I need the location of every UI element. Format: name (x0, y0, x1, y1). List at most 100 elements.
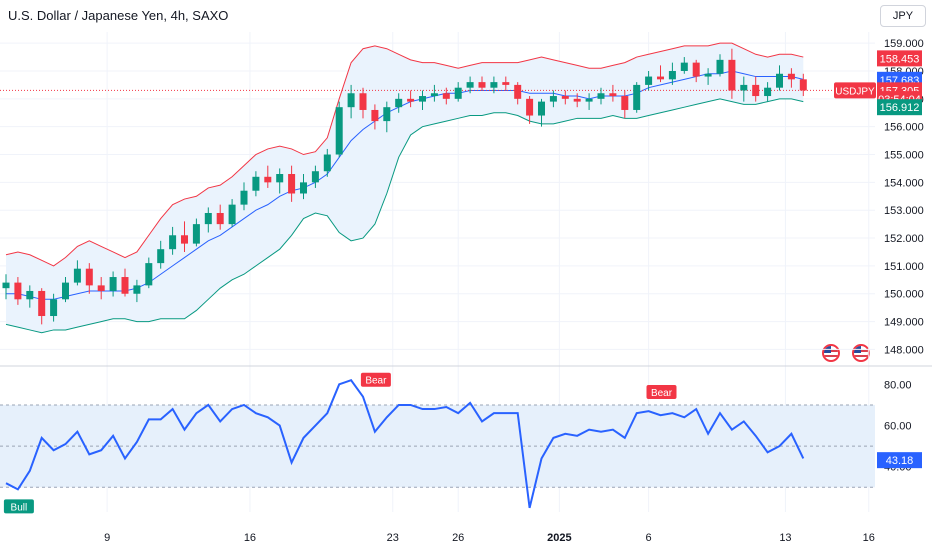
rsi-line (5, 379, 805, 509)
candle-body (38, 290, 46, 317)
candle-body (240, 190, 248, 205)
candle-body (26, 290, 34, 300)
candle-body (181, 235, 188, 244)
candle-body (787, 73, 795, 80)
candle-body (549, 96, 557, 102)
time-tick-label: 9 (104, 532, 110, 544)
price-tick-label: 151.000 (884, 261, 924, 273)
price-tag-box (877, 50, 922, 67)
candle-body (657, 76, 664, 80)
candle-body (157, 249, 165, 264)
candle-body (228, 204, 236, 225)
candle-body (466, 82, 474, 88)
currency-button[interactable]: JPY (880, 5, 926, 27)
price-tick-label: 156.000 (884, 122, 924, 134)
candle-body (728, 59, 736, 91)
price-tag-label: 158.453 (880, 53, 920, 65)
candle-body (526, 98, 534, 116)
candle-body (264, 176, 272, 183)
time-tick-label: 13 (779, 532, 791, 544)
candle-body (121, 277, 129, 294)
candle-body (85, 268, 93, 286)
time-tick-label: 2025 (547, 532, 571, 544)
time-tick-label: 16 (863, 532, 875, 544)
candle-body (347, 93, 355, 108)
candle-body (680, 62, 688, 71)
candle-body (561, 96, 569, 99)
candle-body (538, 101, 545, 116)
candle-body (514, 84, 522, 99)
candle-body (192, 224, 200, 244)
signal-label: Bull (11, 502, 28, 513)
rsi-tick-label: 60.00 (884, 421, 912, 433)
time-tick-label: 23 (387, 532, 399, 544)
candle-body (311, 171, 319, 183)
price-tick-label: 154.000 (884, 177, 924, 189)
candle-body (50, 299, 58, 317)
candle-body (764, 87, 772, 97)
signal-label-box (646, 385, 677, 400)
candle-body (454, 87, 462, 99)
price-tick-label: 149.000 (884, 317, 924, 329)
candle-body (73, 268, 81, 283)
candle-body (395, 98, 403, 108)
candle-body (335, 107, 343, 155)
price-tick-label: 150.000 (884, 289, 924, 301)
candle-body (573, 98, 581, 102)
time-tick-label: 16 (244, 532, 256, 544)
candle-body (252, 176, 260, 191)
candle-body (597, 93, 605, 99)
candle-body (799, 79, 807, 91)
candle-body (359, 93, 367, 110)
candle-body (169, 235, 177, 250)
rsi-current-tag-box (877, 452, 922, 469)
candle-body (14, 282, 22, 300)
candle-body (204, 212, 212, 225)
price-tag-box (877, 99, 922, 116)
candle-body (133, 285, 141, 294)
price-tick-label: 148.000 (884, 344, 924, 356)
candle-body (668, 70, 676, 80)
candle-body (145, 263, 153, 286)
bollinger-upper-line (5, 42, 804, 267)
candle-body (776, 73, 783, 88)
price-tick-label: 155.000 (884, 150, 924, 162)
candle-body (371, 109, 379, 122)
chart-title: U.S. Dollar / Japanese Yen, 4h, SAXO (8, 8, 229, 23)
candle-body (478, 82, 486, 88)
price-tag-label: 156.912 (880, 102, 920, 114)
candle-body (430, 93, 438, 97)
candle-body (276, 174, 284, 183)
candle-body (633, 84, 641, 110)
candle-body (407, 98, 415, 102)
symbol-tag-box (834, 82, 876, 99)
price-tick-label: 153.000 (884, 205, 924, 217)
candle-body (216, 212, 224, 225)
price-tick-label: 159.000 (884, 38, 924, 50)
rsi-tick-label: 80.00 (884, 379, 912, 391)
candle-body (323, 154, 331, 172)
candle-body (704, 73, 712, 77)
candle-body (419, 96, 426, 102)
candle-body (109, 277, 117, 291)
candle-body (502, 82, 510, 85)
rsi-band (0, 404, 875, 488)
candle-body (383, 107, 391, 122)
candle-body (621, 96, 629, 110)
candle-body (300, 182, 307, 194)
candle-body (288, 174, 296, 194)
candle-body (490, 82, 498, 88)
candle-body (740, 84, 748, 91)
candle-body (442, 93, 450, 99)
price-tick-label: 152.000 (884, 233, 924, 245)
candle-body (692, 62, 700, 77)
candle-body (716, 59, 724, 74)
rsi-current-tag-label: 43.18 (886, 455, 914, 467)
signal-label-box (360, 372, 391, 387)
candle-body (2, 282, 10, 289)
candle-body (645, 76, 653, 85)
candle-body (62, 282, 69, 300)
candle-body (752, 84, 760, 97)
